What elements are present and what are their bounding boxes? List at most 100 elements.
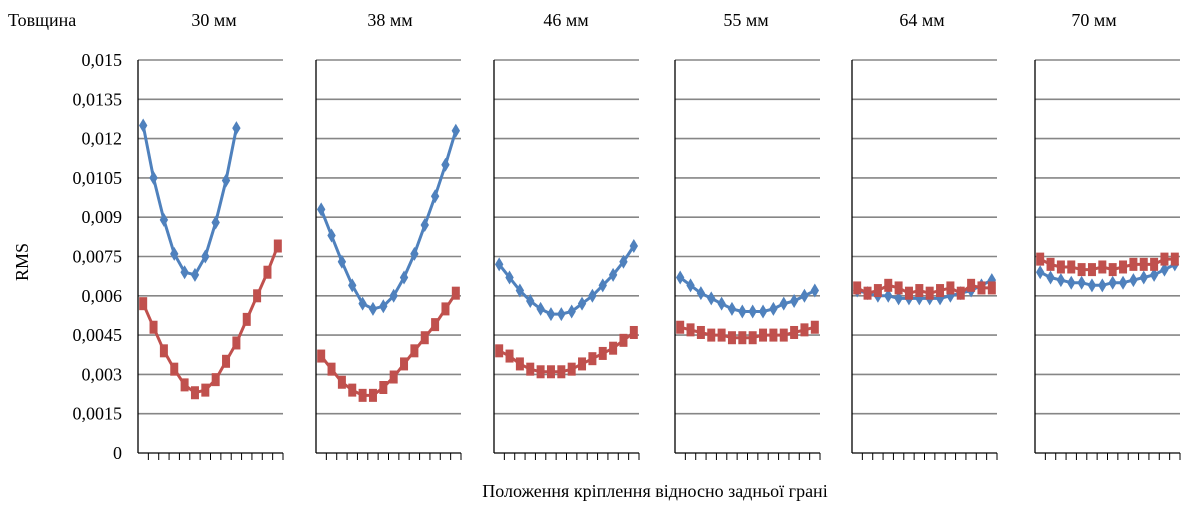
- diamond-marker: [1056, 273, 1066, 288]
- square-marker: [327, 362, 336, 376]
- panel-title: 30 мм: [191, 10, 236, 30]
- square-marker: [201, 383, 210, 397]
- diamond-marker: [748, 304, 757, 319]
- diamond-marker: [170, 246, 179, 261]
- square-marker: [526, 362, 535, 376]
- y-tick-label: 0,0075: [73, 247, 123, 267]
- square-marker: [894, 281, 903, 295]
- y-tick-label: 0: [113, 443, 122, 463]
- diamond-marker: [1046, 270, 1055, 285]
- square-marker: [779, 328, 788, 342]
- square-marker: [873, 284, 882, 298]
- panel-title: 70 мм: [1071, 10, 1116, 30]
- diamond-marker: [201, 249, 210, 264]
- chart-panels: 30 мм 38 мм 46 мм 55 мм 64 мм 70 мм: [137, 10, 1181, 460]
- square-marker: [790, 325, 799, 339]
- diamond-marker: [686, 278, 695, 293]
- square-marker: [159, 344, 168, 358]
- square-marker: [348, 383, 357, 397]
- diamond-marker: [358, 296, 367, 311]
- diamond-marker: [515, 283, 525, 298]
- diamond-marker: [629, 239, 639, 254]
- diamond-marker: [779, 296, 788, 311]
- square-marker: [727, 331, 736, 345]
- diamond-marker: [546, 307, 556, 322]
- square-marker: [1077, 263, 1086, 277]
- blue-series-line: [141, 125, 238, 277]
- diamond-marker: [769, 301, 778, 316]
- diamond-marker: [577, 296, 587, 311]
- diamond-marker: [1098, 278, 1107, 293]
- square-marker: [273, 239, 282, 253]
- square-marker: [1160, 252, 1169, 266]
- square-marker: [1087, 263, 1096, 277]
- square-marker: [609, 341, 618, 355]
- diamond-marker: [138, 118, 148, 133]
- panel: 64 мм: [851, 10, 998, 460]
- diamond-marker: [758, 304, 768, 319]
- diamond-marker: [935, 291, 945, 306]
- square-marker: [368, 388, 377, 402]
- square-marker: [598, 346, 607, 360]
- diamond-marker: [1077, 275, 1086, 290]
- diamond-marker: [1149, 267, 1159, 282]
- diamond-marker: [619, 254, 628, 269]
- square-marker: [717, 328, 726, 342]
- diamond-marker: [399, 270, 409, 285]
- square-marker: [222, 354, 231, 368]
- diamond-marker: [221, 173, 231, 188]
- x-axis-title: Положення кріплення відносно задньої гра…: [482, 481, 827, 501]
- diamond-marker: [337, 254, 347, 269]
- square-marker: [936, 284, 945, 298]
- panel: 55 мм: [674, 10, 821, 460]
- y-tick-labels: 0 0,0015 0,003 0,0045 0,006 0,0075 0,009 0,0105…: [73, 50, 123, 463]
- diamond-marker: [536, 301, 545, 316]
- diamond-marker: [327, 228, 336, 243]
- diamond-marker: [180, 265, 189, 280]
- diamond-marker: [598, 278, 607, 293]
- square-marker: [884, 278, 893, 292]
- square-marker: [242, 312, 251, 326]
- square-marker: [759, 328, 768, 342]
- y-tick-label: 0,003: [82, 364, 123, 384]
- diamond-marker: [159, 212, 169, 227]
- y-tick-label: 0,0135: [73, 89, 123, 109]
- square-marker: [915, 284, 924, 298]
- diamond-marker: [232, 121, 241, 136]
- diamond-marker: [1139, 270, 1148, 285]
- square-marker: [769, 328, 778, 342]
- diamond-marker: [717, 296, 726, 311]
- square-marker: [139, 297, 148, 311]
- square-marker: [431, 318, 440, 332]
- square-marker: [588, 352, 597, 366]
- square-marker: [1067, 260, 1076, 274]
- diamond-marker: [608, 267, 618, 282]
- diamond-marker: [389, 288, 398, 303]
- diamond-marker: [884, 288, 893, 303]
- square-marker: [967, 278, 976, 292]
- square-marker: [337, 375, 346, 389]
- panel: 38 мм: [315, 10, 462, 460]
- diamond-marker: [810, 283, 820, 298]
- square-marker: [170, 362, 179, 376]
- panel-title: 55 мм: [723, 10, 768, 30]
- square-marker: [904, 286, 913, 300]
- panel-title: 46 мм: [543, 10, 588, 30]
- panel-title: 64 мм: [899, 10, 944, 30]
- square-marker: [1139, 257, 1148, 271]
- square-marker: [707, 328, 716, 342]
- square-marker: [400, 357, 409, 371]
- square-marker: [578, 357, 587, 371]
- square-marker: [925, 286, 934, 300]
- square-marker: [863, 286, 872, 300]
- diamond-marker: [675, 270, 685, 285]
- square-marker: [557, 365, 566, 379]
- y-tick-label: 0,015: [82, 50, 123, 70]
- square-marker: [1108, 263, 1117, 277]
- square-marker: [1056, 260, 1065, 274]
- diamond-marker: [1108, 275, 1117, 290]
- diamond-marker: [894, 291, 903, 306]
- square-marker: [180, 378, 189, 392]
- diamond-marker: [557, 307, 566, 322]
